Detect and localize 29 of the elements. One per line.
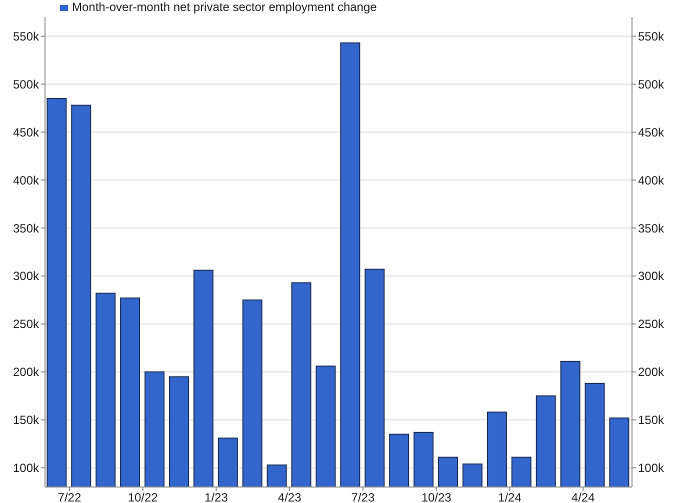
y2-tick-label: 450k bbox=[638, 125, 666, 140]
y-tick-label: 250k bbox=[12, 317, 40, 332]
y-tick-label: 100k bbox=[12, 461, 40, 476]
x-tick-label: 7/23 bbox=[351, 490, 375, 503]
y2-tick-label: 500k bbox=[638, 77, 666, 92]
y-tick-label: 400k bbox=[12, 173, 40, 188]
y-tick-label: 150k bbox=[12, 413, 40, 428]
x-tick-label: 10/23 bbox=[421, 490, 452, 503]
y2-tick-label: 200k bbox=[638, 365, 666, 380]
y2-tick-label: 400k bbox=[638, 173, 666, 188]
y2-tick-label: 300k bbox=[638, 269, 666, 284]
y2-tick-label: 250k bbox=[638, 317, 666, 332]
y2-tick-label: 550k bbox=[638, 29, 666, 44]
y-tick-label: 550k bbox=[12, 29, 40, 44]
x-tick-label: 1/24 bbox=[498, 490, 522, 503]
y-tick-label: 300k bbox=[12, 269, 40, 284]
y-tick-label: 500k bbox=[12, 77, 40, 92]
legend-label: Month-over-month net private sector employment change bbox=[72, 0, 377, 14]
y2-tick-label: 100k bbox=[638, 461, 666, 476]
x-tick-label: 4/24 bbox=[571, 490, 596, 503]
y-tick-label: 350k bbox=[12, 221, 40, 236]
x-tick-label: 10/22 bbox=[128, 490, 158, 503]
y2-tick-label: 150k bbox=[638, 413, 666, 428]
x-tick-label: 4/23 bbox=[278, 490, 302, 503]
y-tick-label: 450k bbox=[12, 125, 40, 140]
y-tick-label: 200k bbox=[12, 365, 40, 380]
x-tick-label: 1/23 bbox=[204, 490, 228, 503]
x-tick-label: 7/22 bbox=[58, 490, 82, 503]
y2-tick-label: 350k bbox=[638, 221, 666, 236]
